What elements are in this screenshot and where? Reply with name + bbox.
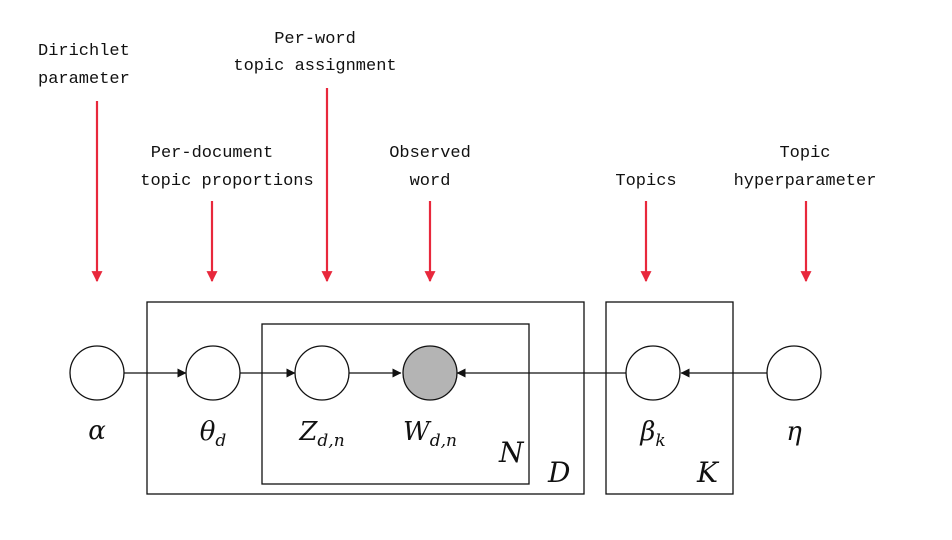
annotation-line: Topics	[615, 172, 676, 191]
annotation-dirichlet-parameter: Dirichlet parameter	[38, 42, 130, 89]
annotation-line: topic assignment	[233, 57, 396, 76]
label-symbol: Z	[298, 417, 318, 447]
label-subscript: d	[215, 431, 226, 451]
annotation-observed-word: Observed word	[389, 144, 471, 191]
annotation-line: Per-word	[274, 30, 356, 49]
plate-label-d: D	[547, 456, 570, 489]
annotation-topic-hyperparameter: Topic hyperparameter	[734, 144, 877, 191]
label-symbol: W	[403, 417, 432, 447]
label-subscript: k	[655, 431, 665, 451]
label-beta-k: βk	[639, 417, 665, 451]
label-alpha: α	[88, 416, 106, 446]
topic-plate	[605, 301, 734, 495]
label-symbol: θ	[200, 417, 216, 447]
annotation-line: Observed	[389, 144, 471, 163]
annotation-line: topic proportions	[140, 172, 313, 191]
annotation-topics: Topics	[615, 172, 676, 191]
document-plate	[146, 301, 585, 495]
annotation-line: Dirichlet	[38, 42, 130, 61]
node-alpha	[69, 345, 125, 401]
node-w-observed	[402, 345, 458, 401]
annotation-line: hyperparameter	[734, 172, 877, 191]
label-eta: η	[786, 417, 802, 447]
plate-label-n: N	[498, 436, 525, 469]
annotation-per-document-topic-proportions: Per-document topic proportions	[140, 144, 313, 191]
annotation-per-word-topic-assignment: Per-word topic assignment	[233, 30, 396, 76]
label-theta-d: θd	[200, 417, 227, 451]
plate-label-k: K	[696, 456, 720, 489]
label-z-dn: Zd,n	[298, 417, 344, 451]
word-plate	[261, 323, 530, 485]
annotation-line: parameter	[38, 70, 130, 89]
node-theta	[185, 345, 241, 401]
label-subscript: d,n	[317, 431, 344, 451]
node-z	[294, 345, 350, 401]
annotation-line: Topic	[779, 144, 830, 163]
label-w-dn: Wd,n	[403, 417, 457, 451]
label-symbol: η	[786, 417, 802, 447]
annotation-line: Per-document	[151, 144, 273, 163]
annotation-line: word	[410, 172, 451, 191]
label-symbol: α	[88, 416, 106, 446]
label-symbol: β	[639, 417, 655, 447]
node-beta	[625, 345, 681, 401]
label-subscript: d,n	[430, 431, 457, 451]
node-eta	[766, 345, 822, 401]
